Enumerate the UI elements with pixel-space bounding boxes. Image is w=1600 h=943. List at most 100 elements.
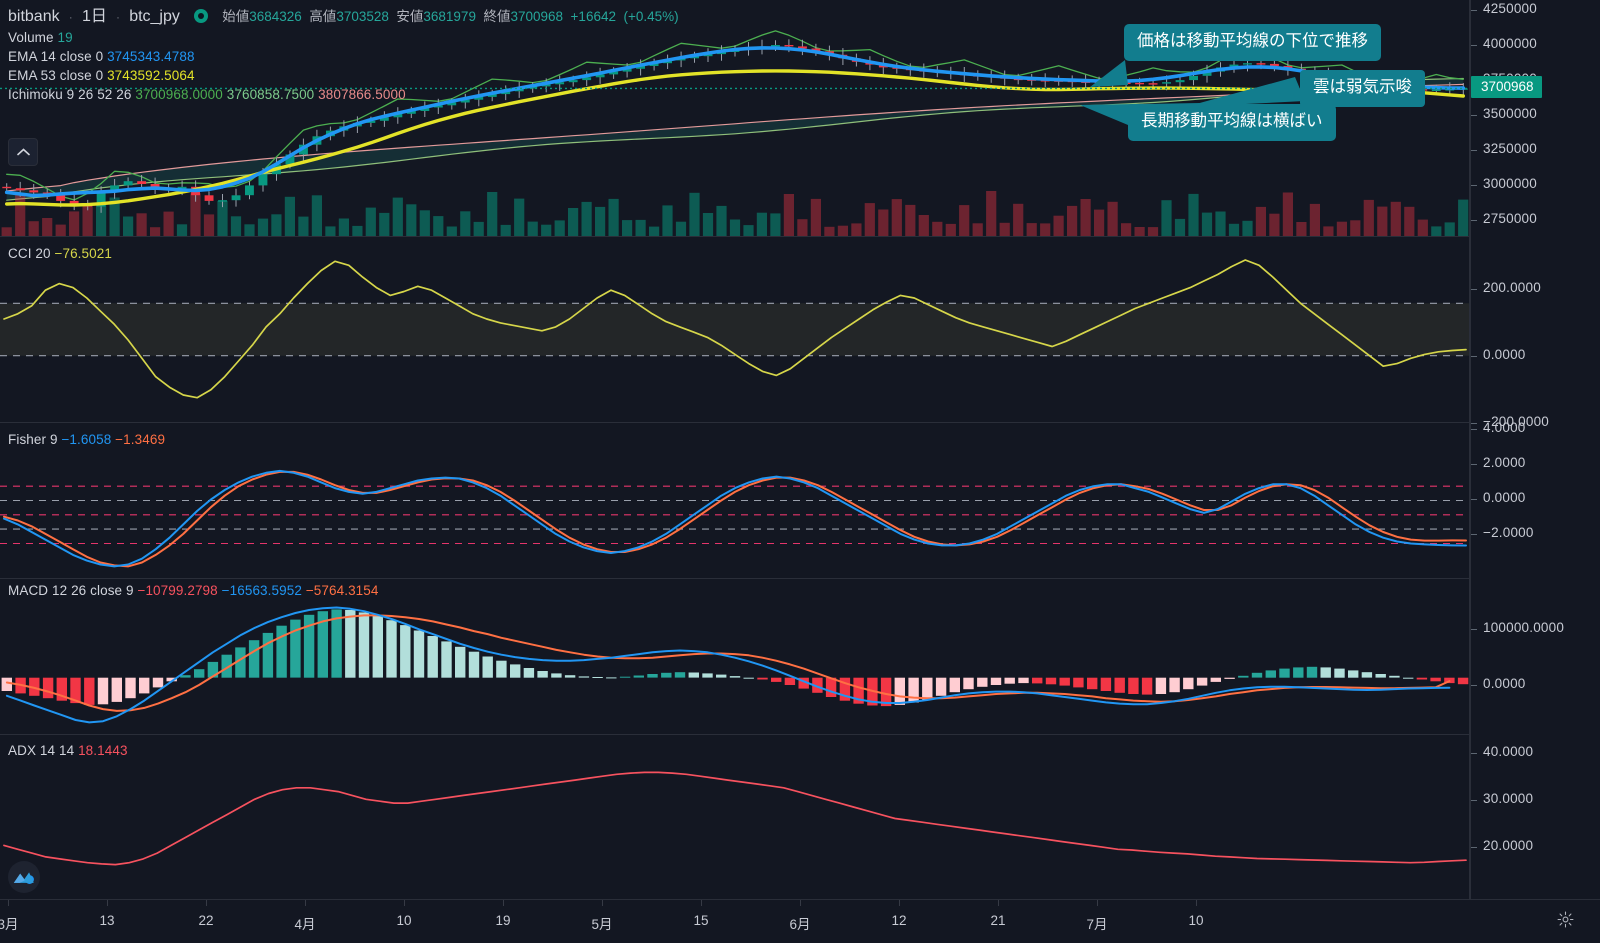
axis-tick-mark <box>1471 150 1477 151</box>
axis-tick-mark <box>1471 499 1477 500</box>
time-axis-label-12: 10 <box>1188 913 1204 928</box>
axis-tick-mark <box>1471 464 1477 465</box>
annotation-cloud-bearish[interactable]: 雲は弱気示唆 <box>1300 70 1425 107</box>
current-price-badge[interactable]: 3700968 <box>1471 76 1542 98</box>
pane-divider-cci[interactable] <box>0 236 1600 237</box>
time-axis-tick-8 <box>800 900 801 906</box>
time-axis-label-9: 12 <box>891 913 907 928</box>
cci-axis-tick-2: −200.0000 <box>1483 414 1549 429</box>
ohlc-readout: 始値3684326 高値3703528 安値3681979 終値3700968 … <box>222 9 678 24</box>
axis-tick-mark <box>1471 115 1477 116</box>
fisher-axis-tick-1: 2.0000 <box>1483 455 1526 470</box>
macd-axis-tick-1: 0.0000 <box>1483 676 1526 691</box>
axis-tick-mark <box>1471 10 1477 11</box>
live-status-dot-icon <box>194 9 209 23</box>
time-axis-label-7: 15 <box>693 913 709 928</box>
chart-header: bitbank · 1日 · btc_jpy 始値3684326 高値37035… <box>8 2 679 26</box>
price-axis-tick-3: 3500000 <box>1483 106 1537 121</box>
header-separator-1: · <box>68 10 73 24</box>
price-scale-divider <box>1469 0 1470 900</box>
time-axis-tick-7 <box>701 900 702 906</box>
time-axis-tick-2 <box>206 900 207 906</box>
pane-divider-macd[interactable] <box>0 578 1600 579</box>
time-axis-tick-10 <box>998 900 999 906</box>
price-axis-tick-4: 3250000 <box>1483 141 1537 156</box>
time-axis-label-5: 19 <box>495 913 511 928</box>
time-axis-tick-11 <box>1097 900 1098 906</box>
time-axis-tick-6 <box>602 900 603 906</box>
low-label: 安値 <box>396 9 424 24</box>
fisher-axis-tick-2: 0.0000 <box>1483 490 1526 505</box>
collapse-pane-button[interactable] <box>8 138 38 166</box>
pane-divider-adx[interactable] <box>0 734 1600 735</box>
annotation-price-below-ma[interactable]: 価格は移動平均線の下位で推移 <box>1124 24 1381 61</box>
header-separator-2: · <box>116 10 121 24</box>
time-axis-tick-3 <box>305 900 306 906</box>
time-axis-label-6: 5月 <box>591 917 613 932</box>
price-chart-svg <box>0 30 1470 236</box>
time-axis-tick-1 <box>107 900 108 906</box>
time-axis-label-2: 22 <box>198 913 214 928</box>
axis-tick-mark <box>1471 629 1477 630</box>
adx-axis-tick-0: 40.0000 <box>1483 744 1534 759</box>
high-value: 3703528 <box>336 9 389 24</box>
cci-axis-tick-1: 0.0000 <box>1483 347 1526 362</box>
macd-chart-svg <box>1 606 1469 724</box>
cci-pane[interactable] <box>0 237 1470 422</box>
chart-settings-button[interactable] <box>1557 911 1574 933</box>
time-axis-tick-9 <box>899 900 900 906</box>
macd-pane[interactable] <box>0 579 1470 734</box>
price-pane[interactable] <box>0 0 1470 236</box>
time-axis[interactable]: 3月 13 22 4月 10 19 5月 15 6月 12 21 7月 10 <box>0 899 1600 943</box>
adx-axis-tick-2: 20.0000 <box>1483 838 1534 853</box>
fisher-pane[interactable] <box>0 423 1470 578</box>
exchange-label[interactable]: bitbank <box>8 8 60 25</box>
axis-tick-mark <box>1471 753 1477 754</box>
annotation-longterm-ma-flat[interactable]: 長期移動平均線は横ばい <box>1128 104 1336 141</box>
tradingview-logo[interactable] <box>8 861 40 893</box>
time-axis-label-8: 6月 <box>789 917 811 932</box>
tradingview-logo-icon <box>13 872 34 884</box>
fisher-axis-tick-0: 4.0000 <box>1483 420 1526 435</box>
price-axis-tick-0: 4250000 <box>1483 1 1537 16</box>
open-label: 始値 <box>222 9 250 24</box>
open-value: 3684326 <box>249 9 302 24</box>
axis-tick-mark <box>1471 685 1477 686</box>
axis-tick-mark <box>1471 429 1477 430</box>
adx-axis-tick-1: 30.0000 <box>1483 791 1534 806</box>
axis-tick-mark <box>1471 356 1477 357</box>
close-label: 終値 <box>483 9 511 24</box>
cci-chart-svg <box>0 259 1470 399</box>
close-value: 3700968 <box>510 9 564 24</box>
price-axis-tick-5: 3000000 <box>1483 176 1537 191</box>
symbol-label[interactable]: btc_jpy <box>129 8 180 25</box>
axis-tick-mark <box>1471 185 1477 186</box>
chevron-up-icon <box>16 148 30 156</box>
time-axis-label-4: 10 <box>396 913 412 928</box>
price-axis-tick-6: 2750000 <box>1483 211 1537 226</box>
time-axis-label-0: 3月 <box>0 917 19 932</box>
interval-label[interactable]: 1日 <box>81 8 107 25</box>
axis-tick-mark <box>1471 289 1477 290</box>
fisher-chart-svg <box>0 469 1470 568</box>
macd-axis-tick-0: 100000.0000 <box>1483 620 1565 635</box>
adx-pane[interactable] <box>0 735 1470 900</box>
time-axis-label-3: 4月 <box>294 917 316 932</box>
high-label: 高値 <box>309 9 337 24</box>
cci-axis-tick-0: 200.0000 <box>1483 280 1541 295</box>
price-axis-tick-1: 4000000 <box>1483 36 1537 51</box>
axis-tick-mark <box>1471 220 1477 221</box>
axis-tick-mark <box>1471 423 1477 424</box>
axis-tick-mark <box>1471 45 1477 46</box>
adx-chart-svg <box>3 771 1467 866</box>
time-axis-label-1: 13 <box>99 913 115 928</box>
price-scale-column[interactable]: 4250000400000037500003500000325000030000… <box>1470 0 1600 943</box>
time-axis-tick-4 <box>404 900 405 906</box>
gear-icon <box>1557 911 1574 928</box>
change-value: +16642 <box>570 9 616 24</box>
pane-divider-fisher[interactable] <box>0 422 1600 423</box>
time-axis-tick-12 <box>1196 900 1197 906</box>
axis-tick-mark <box>1471 800 1477 801</box>
time-axis-tick-5 <box>503 900 504 906</box>
